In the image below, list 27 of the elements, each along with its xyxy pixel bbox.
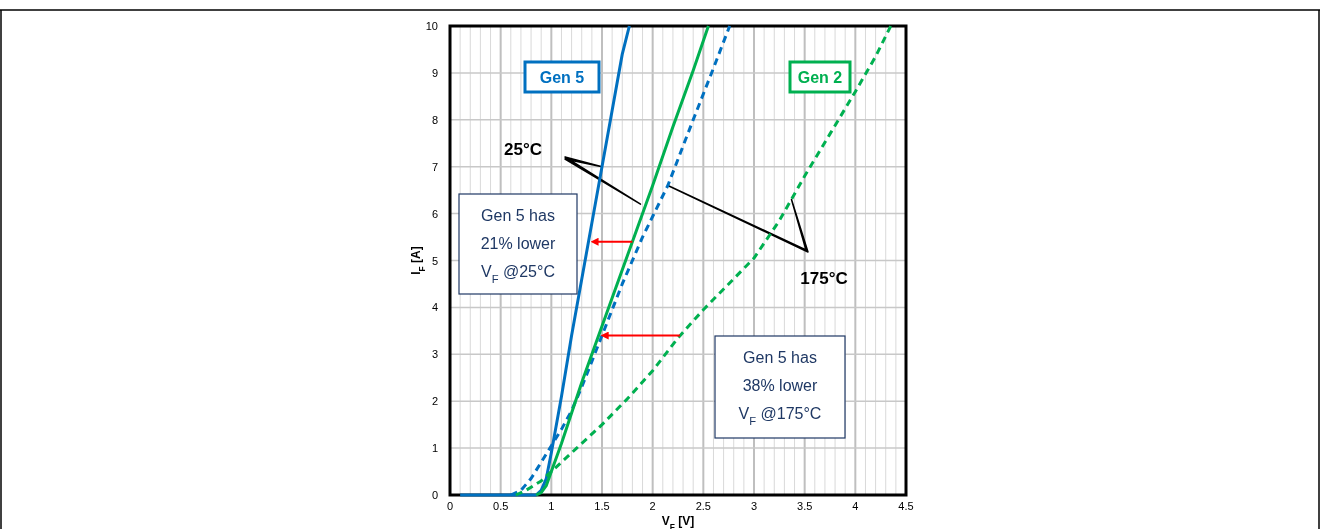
x-tick-label: 0 [446, 500, 454, 512]
x-tick-label: 0.5 [493, 500, 509, 512]
x-tick-label: 4 [852, 500, 859, 512]
y-tick-label: 1 [431, 442, 438, 455]
annotation: 25°C [504, 140, 542, 159]
y-tick-label: 0 [431, 489, 438, 501]
y-tick-label: 2 [431, 395, 438, 408]
y-tick-label: 10 [425, 20, 438, 32]
x-tick-label: 2.5 [695, 500, 711, 512]
y-tick-label: 9 [431, 66, 438, 79]
y-tick-label: 4 [431, 301, 438, 314]
y-tick-label: 6 [431, 207, 438, 220]
x-tick-label: 1.5 [594, 500, 610, 512]
y-tick-label: 7 [431, 160, 438, 173]
annotation: Gen 5 has 21% lower V$_{F}$ @25°C [480, 207, 557, 285]
x-tick-label: 1 [548, 500, 555, 512]
text: Gen 2 [797, 69, 843, 86]
series-label: Gen 5 [539, 69, 585, 86]
y-tick-label: 3 [431, 348, 438, 361]
x-tick-label: 4.5 [898, 500, 914, 512]
y-tick-label: 5 [431, 254, 438, 267]
annotation: 175°C [800, 269, 848, 288]
x-tick-label: 3.5 [797, 500, 813, 512]
annotation: Gen 5 has 38% lower V$_{F}$ @175°C [738, 349, 822, 427]
y-tick-label: 8 [431, 113, 438, 126]
x-tick-label: 3 [750, 500, 758, 512]
x-tick-label: 2 [649, 500, 656, 512]
